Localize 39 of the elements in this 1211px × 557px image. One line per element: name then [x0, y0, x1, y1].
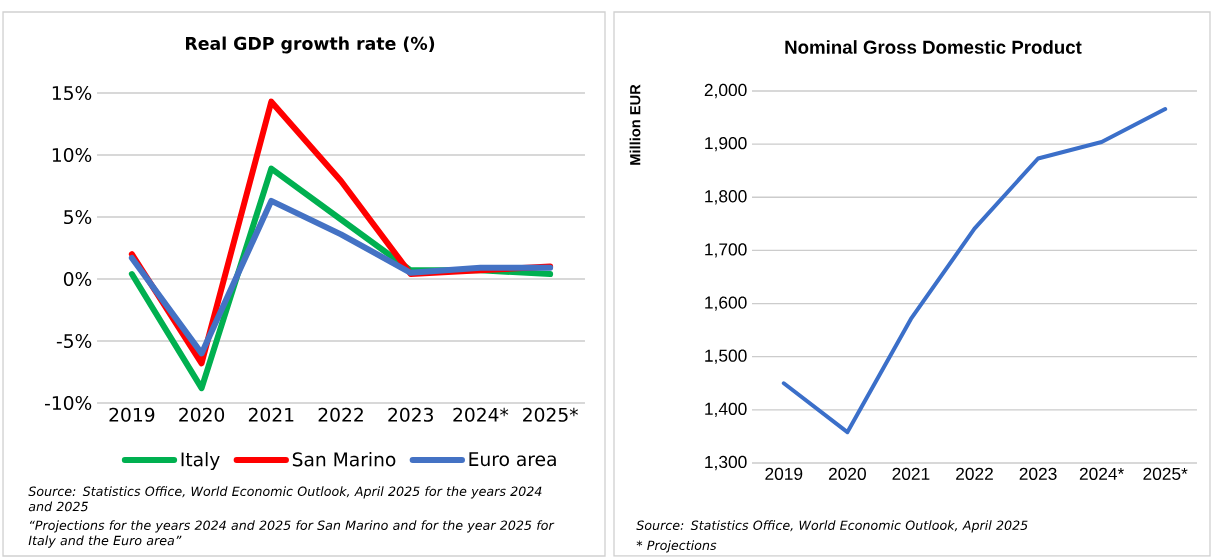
x-tick-label: 2022: [956, 467, 993, 480]
x-tick-label: 2019: [765, 467, 803, 480]
y-tick-label: 0%: [63, 271, 92, 287]
x-tick-label: 2024*: [1079, 467, 1125, 480]
text: * Projections: [636, 540, 717, 553]
source-note: Source: Statistics Office, World Economic Outlook, April 2025 for the years 2024 and 2025: [28, 486, 542, 512]
x-tick-label: 2025*: [523, 407, 578, 422]
y-tick-label: 1,300: [705, 455, 747, 471]
chart-title: Nominal Gross Domestic Product: [785, 40, 1082, 54]
y-tick-label: 1,800: [705, 190, 747, 205]
y-tick-label: 1,400: [705, 402, 747, 418]
y-tick-label: 1,700: [705, 243, 747, 258]
x-tick-label: 2022: [318, 407, 363, 422]
y-tick-label: 5%: [64, 209, 92, 225]
x-tick-label: 2020: [179, 407, 225, 422]
legend-label: Euro area: [469, 452, 556, 467]
y-axis-title: Million EUR: [629, 84, 641, 165]
legend-label: San Marino: [292, 451, 396, 467]
x-tick-label: 2024*: [453, 407, 509, 422]
y-tick-label: 1,500: [705, 349, 747, 364]
y-tick-label: -5%: [56, 333, 92, 349]
line-series: [781, 107, 1168, 435]
y-tick-label: 2,000: [704, 83, 747, 99]
x-tick-label: 2021: [892, 467, 930, 480]
y-tick-label: 10%: [52, 147, 92, 163]
y-tick-label: 1,900: [705, 136, 747, 152]
x-tick-label: 2020: [828, 467, 866, 480]
y-tick-label: -10%: [45, 395, 92, 411]
x-tick-label: 2019: [109, 407, 155, 422]
chart-title: Real GDP growth rate (%): [186, 36, 435, 54]
x-tick-label: 2023: [388, 407, 433, 422]
text: “Projections for the years 2024 and 2025 for San Marino and for the year 2025 for Italy and the Euro area”: [28, 520, 555, 548]
x-tick-label: 2023: [1019, 467, 1057, 480]
y-tick-label: 15%: [52, 85, 92, 101]
x-tick-label: 2021: [248, 407, 294, 422]
y-tick-label: 1,600: [705, 296, 747, 311]
source-note: Source: Statistics Office, World Economic Outlook, April 2025: [636, 520, 1028, 533]
x-tick-label: 2025*: [1143, 467, 1188, 480]
legend-label: Italy: [181, 451, 220, 471]
